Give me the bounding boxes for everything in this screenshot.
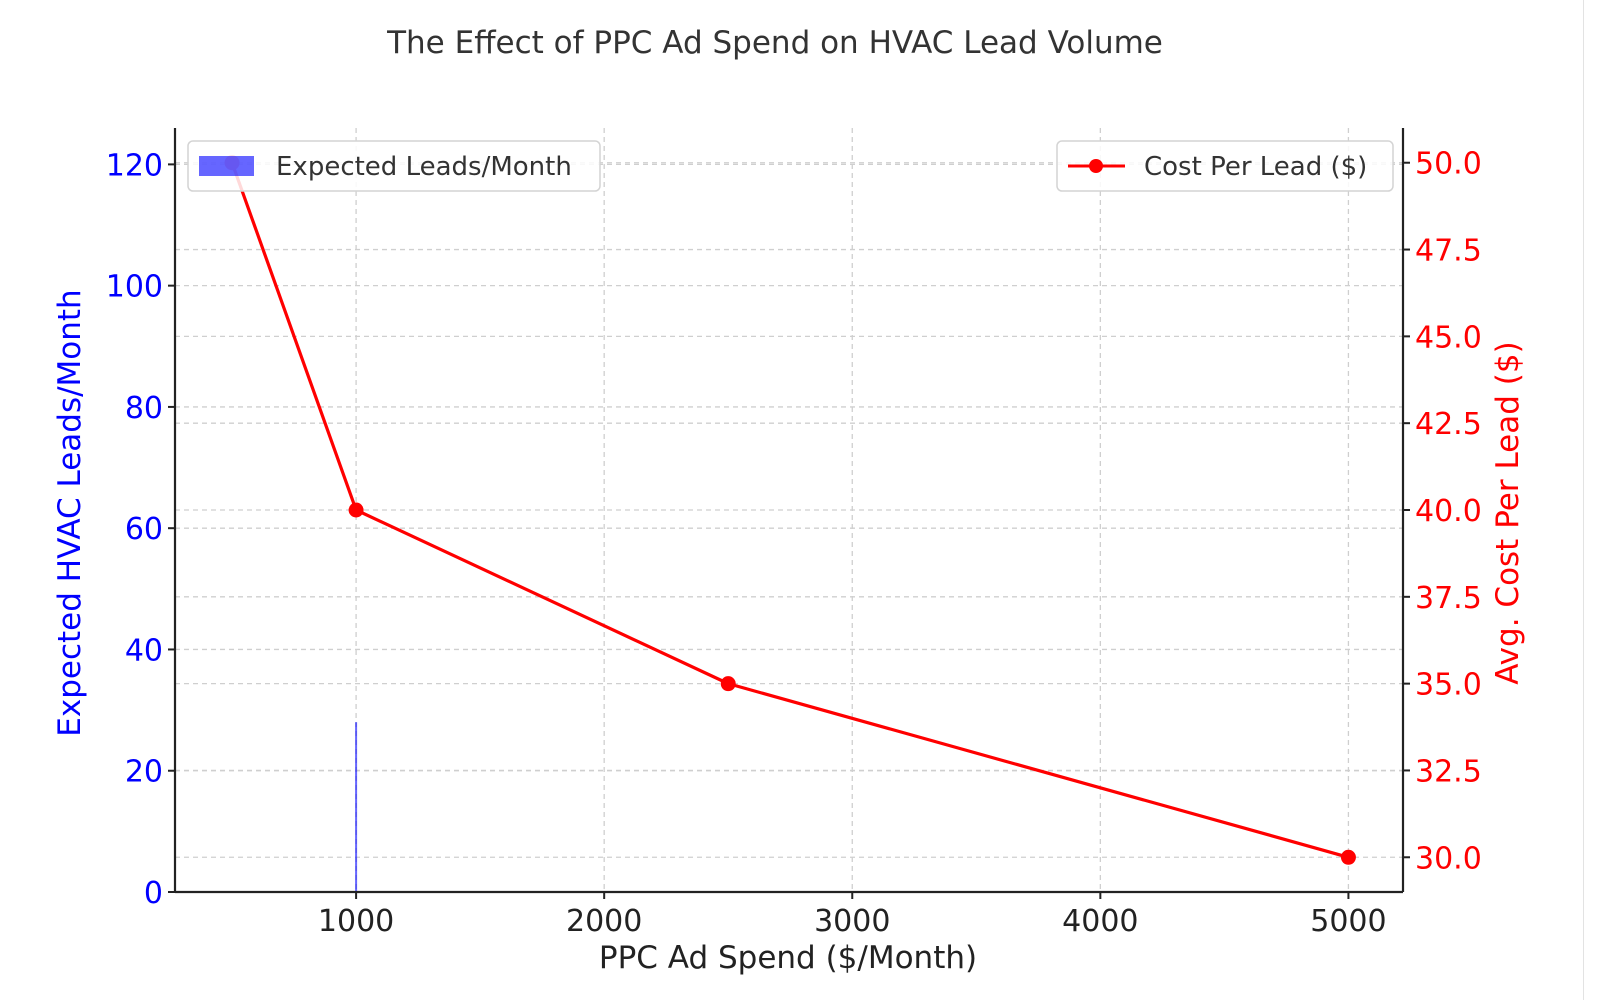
y-left-axis-label: Expected HVAC Leads/Month xyxy=(52,289,88,736)
legend-left: Expected Leads/Month xyxy=(187,140,601,192)
legend-right-frame xyxy=(1056,140,1394,192)
cost-per-lead-point xyxy=(348,502,364,518)
y-right-tick-label: 32.5 xyxy=(1415,754,1482,789)
y-left-tick-label: 40 xyxy=(125,633,163,668)
cost-per-lead-line xyxy=(230,162,1349,859)
legend-bar-swatch xyxy=(199,156,254,176)
x-tick-label: 2000 xyxy=(566,904,642,939)
tick-marks: 1000 2000 3000 4000 5000 0 20 40 60 80 100 120 30.0 3… xyxy=(106,147,1482,939)
y-right-tick-label: 35.0 xyxy=(1415,668,1482,703)
y-right-tick-label: 50.0 xyxy=(1415,147,1482,182)
cost-per-lead-point xyxy=(1340,849,1356,865)
legend-right-label: Cost Per Lead ($) xyxy=(1144,152,1367,182)
x-axis-label: PPC Ad Spend ($/Month) xyxy=(599,940,977,976)
y-right-tick-label: 47.5 xyxy=(1415,234,1482,269)
x-tick-label: 1000 xyxy=(318,904,394,939)
x-tick-label: 4000 xyxy=(1062,904,1138,939)
legend-left-label: Expected Leads/Month xyxy=(276,152,572,182)
legend-left-frame xyxy=(187,140,601,192)
y-right-tick-label: 40.0 xyxy=(1415,494,1482,529)
y-left-tick-label: 60 xyxy=(125,512,163,547)
legend-marker-swatch xyxy=(1089,159,1103,173)
grid-lines xyxy=(175,128,1403,892)
y-right-axis-label: Avg. Cost Per Lead ($) xyxy=(1490,341,1526,684)
y-left-tick-label: 80 xyxy=(125,391,163,426)
chart-title: The Effect of PPC Ad Spend on HVAC Lead … xyxy=(386,25,1163,61)
y-right-tick-label: 30.0 xyxy=(1415,841,1482,876)
page-edge-divider xyxy=(1583,0,1584,1000)
y-right-tick-label: 37.5 xyxy=(1415,581,1482,616)
x-tick-label: 3000 xyxy=(814,904,890,939)
y-right-tick-label: 45.0 xyxy=(1415,320,1482,355)
y-left-tick-label: 0 xyxy=(144,876,163,911)
bar-series xyxy=(355,722,358,892)
y-right-tick-label: 42.5 xyxy=(1415,407,1482,442)
y-left-tick-label: 120 xyxy=(106,148,163,183)
y-left-tick-label: 20 xyxy=(125,755,163,790)
x-tick-label: 5000 xyxy=(1310,904,1386,939)
cost-per-lead-point xyxy=(720,676,736,692)
y-left-tick-label: 100 xyxy=(106,270,163,305)
bar-leads xyxy=(355,722,358,892)
legend-right: Cost Per Lead ($) xyxy=(1056,140,1394,192)
